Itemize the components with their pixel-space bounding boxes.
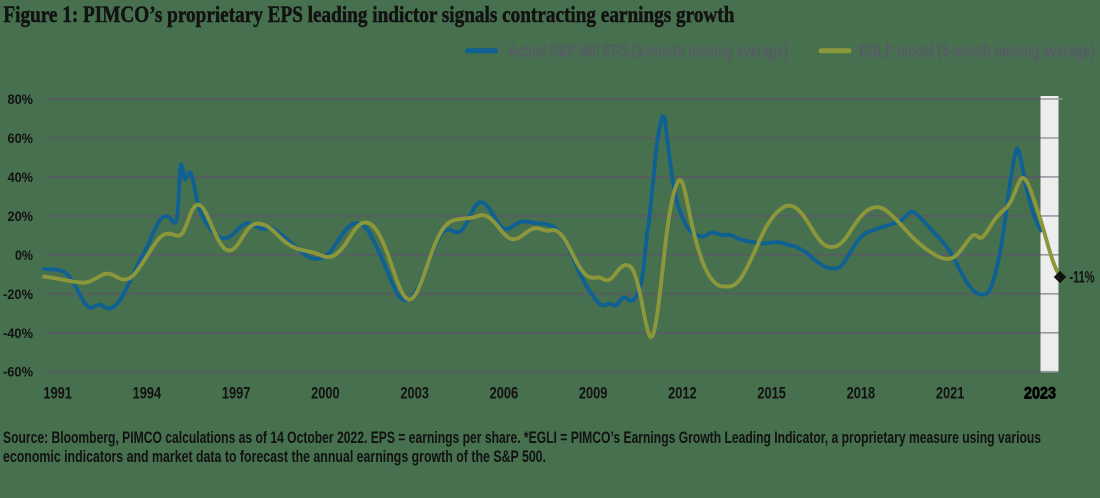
svg-text:2018: 2018	[847, 385, 876, 403]
svg-text:-11%: -11%	[1070, 269, 1095, 287]
svg-text:2015: 2015	[757, 385, 786, 403]
svg-text:-60%: -60%	[3, 364, 34, 380]
svg-text:Figure 1: PIMCO’s proprietary: Figure 1: PIMCO’s proprietary EPS leadin…	[3, 2, 734, 27]
svg-text:2000: 2000	[311, 385, 340, 403]
svg-text:Source: Bloomberg, PIMCO calcu: Source: Bloomberg, PIMCO calculations as…	[3, 428, 1041, 447]
svg-text:2023: 2023	[1024, 385, 1056, 403]
svg-text:1997: 1997	[222, 385, 251, 403]
svg-text:2012: 2012	[668, 385, 697, 403]
svg-text:0%: 0%	[15, 247, 33, 263]
svg-text:-20%: -20%	[3, 286, 34, 302]
svg-text:1994: 1994	[133, 385, 162, 403]
svg-text:EGLI* model (3-month moving av: EGLI* model (3-month moving average)	[859, 41, 1094, 61]
svg-text:40%: 40%	[8, 169, 34, 185]
svg-text:80%: 80%	[8, 91, 34, 107]
svg-text:economic indicators and market: economic indicators and market data to f…	[3, 447, 546, 466]
svg-text:60%: 60%	[8, 130, 34, 146]
svg-text:2003: 2003	[400, 385, 429, 403]
svg-text:20%: 20%	[8, 208, 34, 224]
svg-text:-40%: -40%	[3, 325, 34, 341]
svg-text:1991: 1991	[43, 385, 72, 403]
svg-text:2021: 2021	[936, 385, 965, 403]
svg-text:Actual S&P 500 EPS (3-month mo: Actual S&P 500 EPS (3-month moving avera…	[508, 41, 788, 61]
svg-text:2006: 2006	[490, 385, 519, 403]
svg-text:2009: 2009	[579, 385, 608, 403]
